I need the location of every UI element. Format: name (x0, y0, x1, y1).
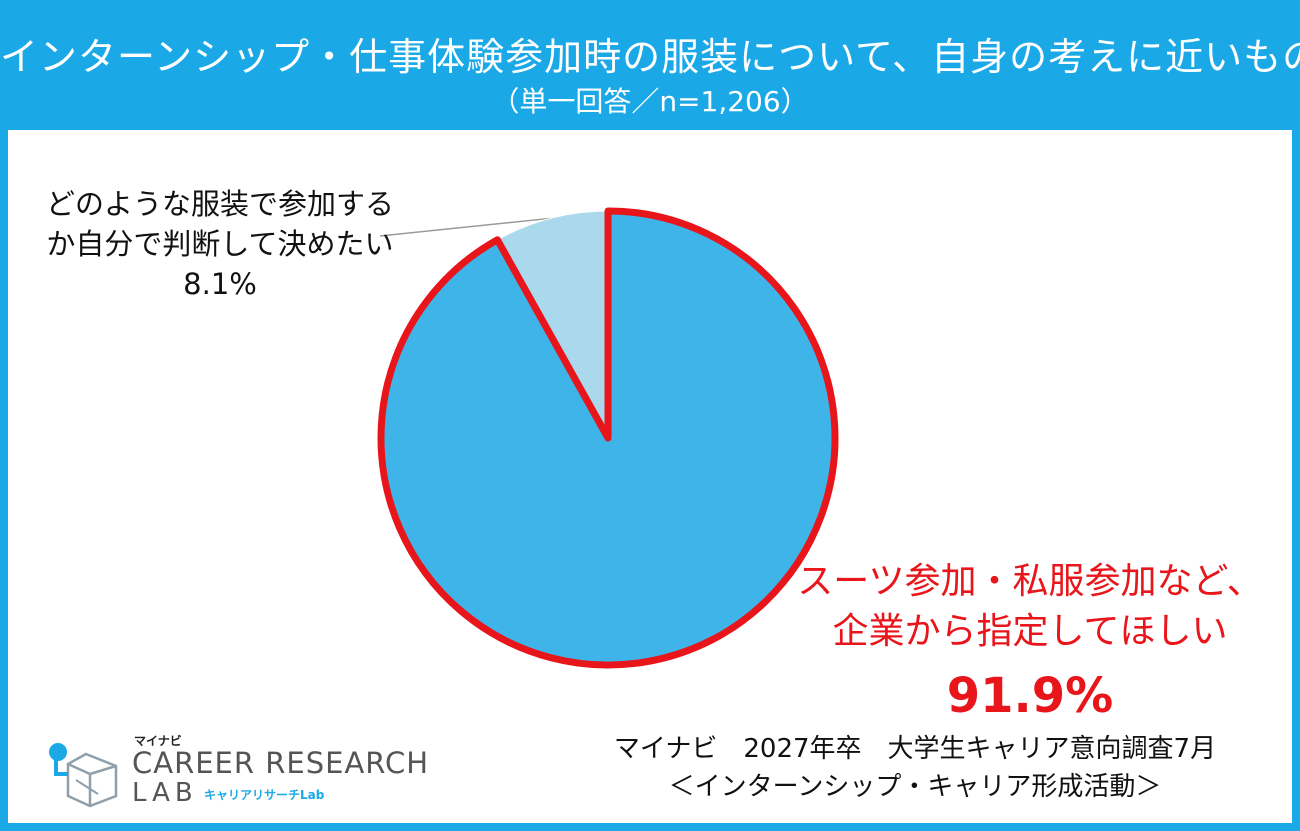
source-note: マイナビ 2027年卒 大学生キャリア意向調査7月 ＜インターンシップ・キャリア… (560, 730, 1270, 806)
logo-line1: CAREER RESEARCH (132, 746, 430, 780)
slice-company-specify (377, 207, 839, 669)
slice-label-self-decide: どのような服装で参加する か自分で判断して決めたい 8.1% (20, 184, 420, 304)
slice-label-self-decide-pct: 8.1% (183, 267, 257, 301)
lab-cube-icon (49, 743, 118, 808)
logo-sub: キャリアリサーチLab (204, 788, 325, 802)
slice-label-company-specify-line1: スーツ参加・私服参加など、 (797, 561, 1263, 602)
slice-label-self-decide-line2: か自分で判断して決めたい (46, 227, 394, 261)
slice-label-self-decide-line1: どのような服装で参加する (45, 187, 394, 221)
logo-line2: LAB (132, 778, 198, 808)
career-research-lab-logo: マイナビ CAREER RESEARCH LAB キャリアリサーチLab (46, 732, 430, 812)
chart-title: インターンシップ・仕事体験参加時の服装について、自身の考えに近いもの (0, 35, 1300, 79)
chart-subtitle: （単一回答／n=1,206） (491, 85, 809, 118)
slice-label-company-specify: スーツ参加・私服参加など、 企業から指定してほしい 91.9% (780, 557, 1280, 731)
logo-brand: マイナビ (134, 734, 182, 748)
header-banner: インターンシップ・仕事体験参加時の服装について、自身の考えに近いもの （単一回答… (0, 0, 1300, 130)
source-line1: マイナビ 2027年卒 大学生キャリア意向調査7月 (613, 734, 1217, 764)
slice-label-company-specify-line2: 企業から指定してほしい (832, 611, 1228, 652)
leader-line (379, 217, 551, 237)
slice-self-decide (496, 210, 609, 440)
slice-label-company-specify-pct: 91.9% (946, 668, 1114, 724)
source-line2: ＜インターンシップ・キャリア形成活動＞ (668, 772, 1162, 802)
